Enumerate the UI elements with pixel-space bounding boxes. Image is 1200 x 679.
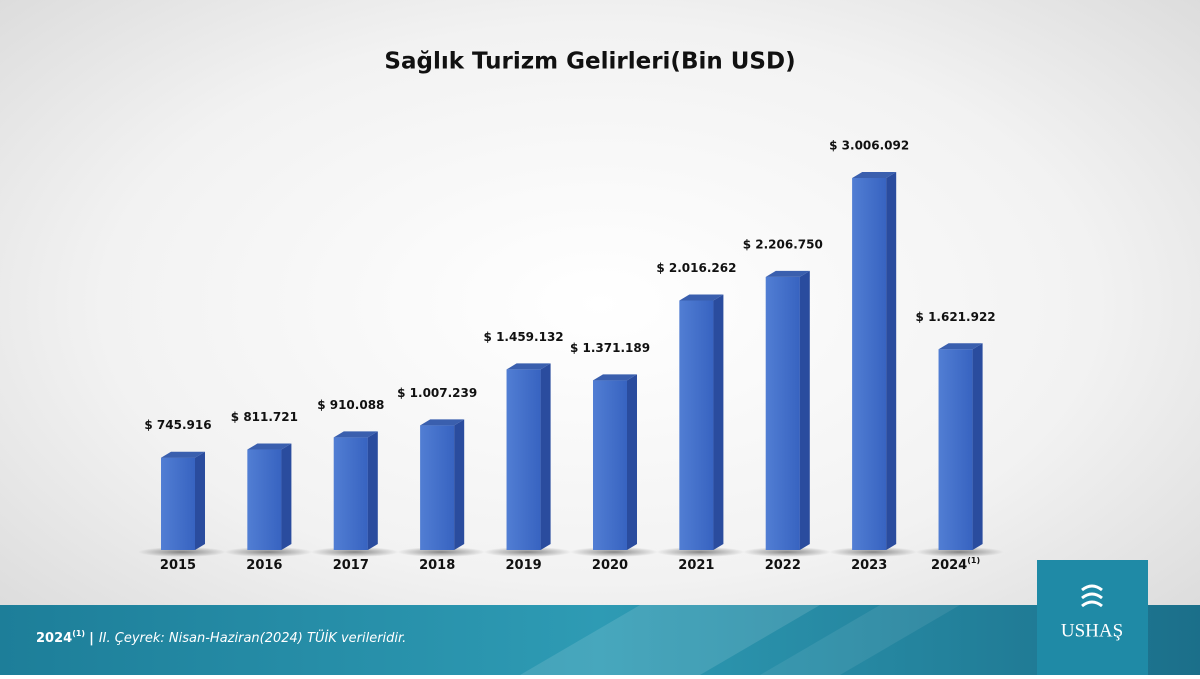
bar-highlight: [420, 425, 455, 550]
category: 2015: [160, 558, 196, 573]
bar-side: [886, 172, 897, 550]
bar-shadow: [742, 547, 831, 557]
value-label: $ 2.206.750: [743, 237, 823, 251]
x-tick-label: 2019: [506, 558, 542, 573]
footer-separator: |: [89, 631, 94, 646]
bar-top: [420, 419, 465, 426]
footer-decor: [760, 605, 960, 675]
footer-decor: [520, 605, 820, 675]
bar-shadow: [829, 547, 918, 557]
bar-highlight: [765, 276, 800, 550]
bar-top: [852, 172, 897, 178]
x-tick-label: 2020: [592, 558, 628, 573]
value-label: $ 745.916: [144, 418, 211, 432]
footer-text: II. Çeyrek: Nisan-Haziran(2024) TÜİK ver…: [99, 629, 407, 646]
logo-text: USHAŞ: [1061, 620, 1123, 641]
chart-title: Sağlık Turizm Gelirleri(Bin USD): [384, 49, 795, 75]
bar-highlight: [938, 349, 973, 550]
category: 2020: [592, 558, 628, 573]
footer-year: 2024: [36, 631, 72, 646]
bar-highlight: [247, 449, 282, 550]
bar-top: [333, 431, 378, 438]
value-label: $ 2.016.262: [656, 261, 736, 275]
bar-highlight: [593, 380, 627, 550]
x-tick-label: 2016: [246, 558, 282, 573]
x-tick-label: 2021: [678, 558, 714, 573]
category: 2018: [419, 558, 455, 573]
bar-highlight: [506, 369, 541, 550]
bar-side: [195, 451, 205, 550]
value-label: $ 1.007.239: [397, 386, 477, 400]
bar-shadow: [310, 547, 399, 557]
bar-side: [627, 374, 637, 550]
bar-top: [593, 374, 637, 381]
footer-marker: (1): [72, 629, 85, 638]
footer-band: [0, 605, 1200, 675]
value-label: $ 1.621.922: [916, 310, 996, 324]
bar-top: [161, 451, 205, 458]
bar-shadow: [656, 547, 745, 557]
bar-highlight: [161, 457, 195, 550]
bar-side: [540, 363, 551, 550]
bar-top: [938, 343, 983, 350]
bar-top: [247, 443, 292, 450]
category: 2023: [851, 558, 887, 573]
plot: $ 745.916 2015 $ 811.721 2016 $ 910.088 2017 $…: [138, 139, 1004, 573]
x-tick-label: 2017: [333, 558, 369, 573]
category-footnote: (1): [967, 556, 980, 565]
category: 2019: [506, 558, 542, 573]
bar-top: [765, 270, 810, 277]
category: 2024: [931, 558, 967, 573]
value-label: $ 811.721: [231, 410, 298, 424]
bar-shadow: [570, 547, 658, 557]
bar-shadow: [397, 547, 486, 557]
bar-side: [367, 431, 378, 550]
x-tick-label: 2018: [419, 558, 455, 573]
bar-shadow: [138, 547, 226, 557]
x-tick-label: 2023: [851, 558, 887, 573]
bar-highlight: [333, 437, 368, 550]
bar-shadow: [224, 547, 313, 557]
bar-top: [679, 294, 724, 301]
bar-shadow: [915, 547, 1004, 557]
x-tick-label: 2022: [765, 558, 801, 573]
x-tick-label: 2024(1): [931, 556, 980, 573]
bar-side: [972, 343, 983, 550]
bar-side: [281, 443, 292, 550]
logo-icon: [1081, 584, 1103, 608]
bar-side: [799, 270, 810, 550]
bar-highlight: [852, 178, 887, 550]
category: 2017: [333, 558, 369, 573]
footer-note: 2024(1) | II. Çeyrek: Nisan-Haziran(2024) …: [36, 629, 406, 646]
category: 2022: [765, 558, 801, 573]
bar-shadow: [483, 547, 572, 557]
category: 2016: [246, 558, 282, 573]
value-label: $ 3.006.092: [829, 139, 909, 153]
value-label: $ 910.088: [317, 398, 384, 412]
category: 2021: [678, 558, 714, 573]
bar-side: [454, 419, 465, 550]
value-label: $ 1.371.189: [570, 341, 650, 355]
value-label: $ 1.459.132: [484, 330, 564, 344]
logo-box: [1037, 560, 1148, 675]
x-tick-label: 2015: [160, 558, 196, 573]
bar-side: [713, 294, 724, 550]
bar-top: [506, 363, 551, 370]
bar-highlight: [679, 300, 714, 550]
